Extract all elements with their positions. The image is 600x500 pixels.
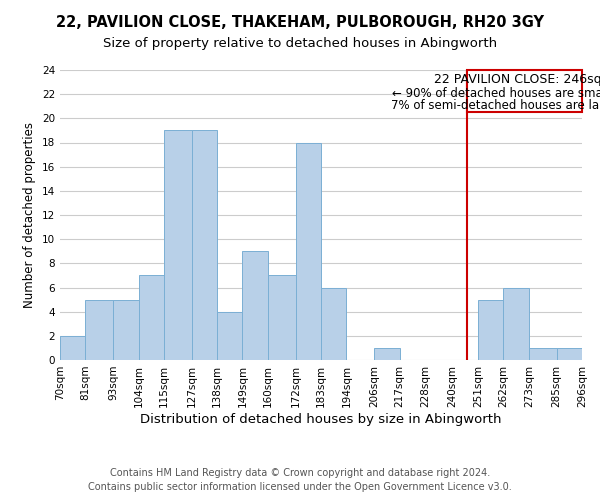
Bar	[139, 276, 164, 360]
Bar	[164, 130, 191, 360]
Bar	[529, 348, 557, 360]
Text: 22 PAVILION CLOSE: 246sqm: 22 PAVILION CLOSE: 246sqm	[434, 73, 600, 86]
Bar	[85, 300, 113, 360]
Text: 22, PAVILION CLOSE, THAKEHAM, PULBOROUGH, RH20 3GY: 22, PAVILION CLOSE, THAKEHAM, PULBOROUGH…	[56, 15, 544, 30]
Text: 7% of semi-detached houses are larger (8) →: 7% of semi-detached houses are larger (8…	[391, 100, 600, 112]
Bar	[321, 288, 346, 360]
X-axis label: Distribution of detached houses by size in Abingworth: Distribution of detached houses by size …	[140, 412, 502, 426]
Text: Size of property relative to detached houses in Abingworth: Size of property relative to detached ho…	[103, 38, 497, 51]
Bar	[191, 130, 217, 360]
Text: Contains HM Land Registry data © Crown copyright and database right 2024.: Contains HM Land Registry data © Crown c…	[110, 468, 490, 477]
Bar	[217, 312, 242, 360]
Text: Contains public sector information licensed under the Open Government Licence v3: Contains public sector information licen…	[88, 482, 512, 492]
Bar	[242, 251, 268, 360]
FancyBboxPatch shape	[467, 70, 582, 112]
Bar	[268, 276, 296, 360]
Bar	[557, 348, 582, 360]
Bar	[113, 300, 139, 360]
Y-axis label: Number of detached properties: Number of detached properties	[23, 122, 37, 308]
Text: ← 90% of detached houses are smaller (103): ← 90% of detached houses are smaller (10…	[392, 87, 600, 100]
Bar	[503, 288, 529, 360]
Bar	[374, 348, 400, 360]
Bar	[296, 142, 321, 360]
Bar	[60, 336, 85, 360]
Bar	[478, 300, 503, 360]
